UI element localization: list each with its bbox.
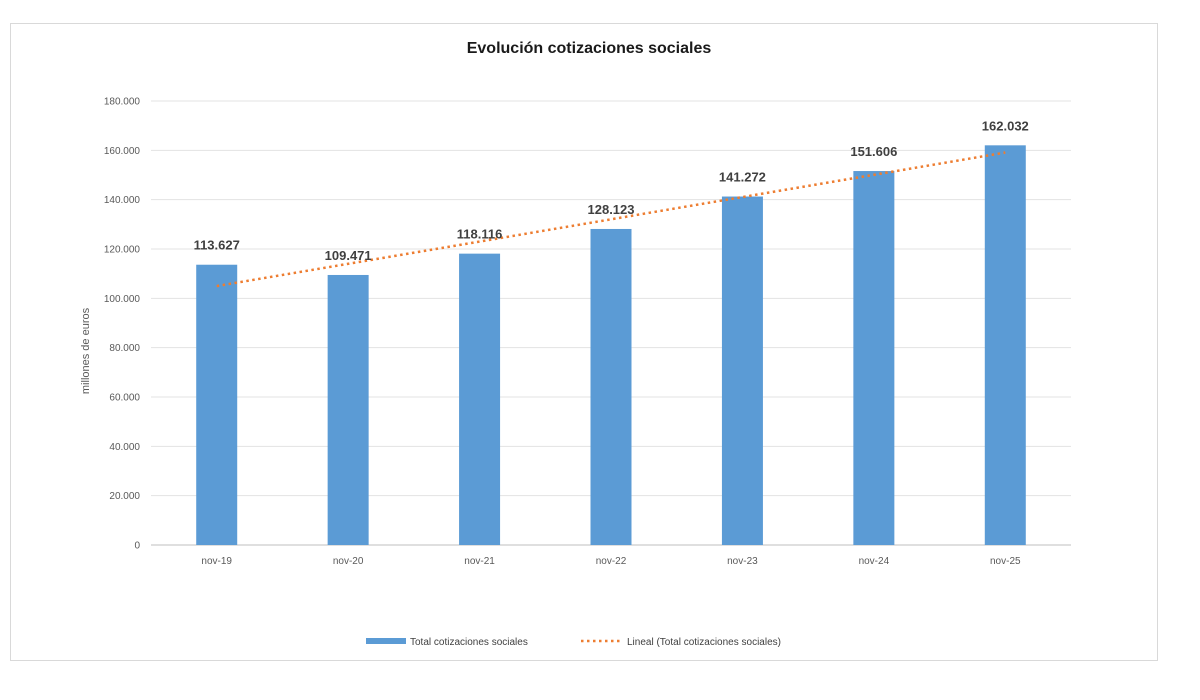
legend: Total cotizaciones sociales Lineal (Tota… bbox=[366, 637, 781, 648]
bar bbox=[459, 253, 501, 545]
legend-bar-label: Total cotizaciones sociales bbox=[410, 637, 528, 648]
y-axis-ticks: 0 20.000 40.000 60.000 80.000 100.000 120.000 1… bbox=[104, 97, 141, 552]
bar bbox=[590, 228, 632, 546]
data-label: 141.272 bbox=[719, 170, 766, 185]
data-label: 118.116 bbox=[457, 227, 503, 242]
x-tick-label: nov-22 bbox=[596, 556, 627, 567]
y-axis-label: millones de euros bbox=[80, 307, 92, 394]
bars bbox=[196, 145, 1026, 546]
y-tick-label: 100.000 bbox=[104, 294, 141, 305]
data-label: 109.471 bbox=[325, 248, 372, 263]
chart-svg: Evolución cotizaciones sociales millones… bbox=[80, 40, 1071, 648]
data-label: 151.606 bbox=[850, 144, 897, 159]
legend-trendline-label: Lineal (Total cotizaciones sociales) bbox=[627, 637, 781, 648]
data-label: 128.123 bbox=[588, 202, 635, 217]
data-labels: 113.627 109.471 118.116 128.123 141.272 151.6… bbox=[194, 118, 1029, 263]
x-tick-label: nov-20 bbox=[333, 556, 364, 567]
x-tick-label: nov-24 bbox=[859, 556, 890, 567]
data-label: 162.032 bbox=[982, 118, 1029, 133]
x-tick-label: nov-19 bbox=[201, 556, 232, 567]
bar bbox=[984, 145, 1026, 545]
y-tick-label: 160.000 bbox=[104, 146, 141, 157]
data-label: 113.627 bbox=[194, 238, 240, 253]
bar bbox=[196, 264, 238, 545]
x-tick-label: nov-25 bbox=[990, 556, 1021, 567]
chart-title: Evolución cotizaciones sociales bbox=[467, 40, 712, 57]
chart-frame: Evolución cotizaciones sociales millones… bbox=[10, 23, 1158, 661]
y-tick-label: 140.000 bbox=[104, 195, 141, 206]
y-tick-label: 180.000 bbox=[104, 97, 141, 108]
x-tick-label: nov-23 bbox=[727, 556, 758, 567]
legend-bar-swatch bbox=[366, 638, 406, 644]
y-tick-label: 0 bbox=[134, 541, 140, 552]
trendline bbox=[216, 151, 1006, 288]
y-tick-label: 80.000 bbox=[109, 343, 140, 354]
x-tick-label: nov-21 bbox=[464, 556, 495, 567]
y-tick-label: 20.000 bbox=[109, 491, 140, 502]
y-tick-label: 40.000 bbox=[109, 442, 140, 453]
bar bbox=[853, 171, 895, 546]
x-axis-ticks: nov-19 nov-20 nov-21 nov-22 nov-23 nov-24 nov-… bbox=[201, 556, 1021, 567]
y-tick-label: 60.000 bbox=[109, 393, 140, 404]
bar bbox=[721, 196, 763, 546]
trendline-group bbox=[216, 151, 1006, 288]
y-tick-label: 120.000 bbox=[104, 245, 141, 256]
bar bbox=[327, 274, 369, 545]
